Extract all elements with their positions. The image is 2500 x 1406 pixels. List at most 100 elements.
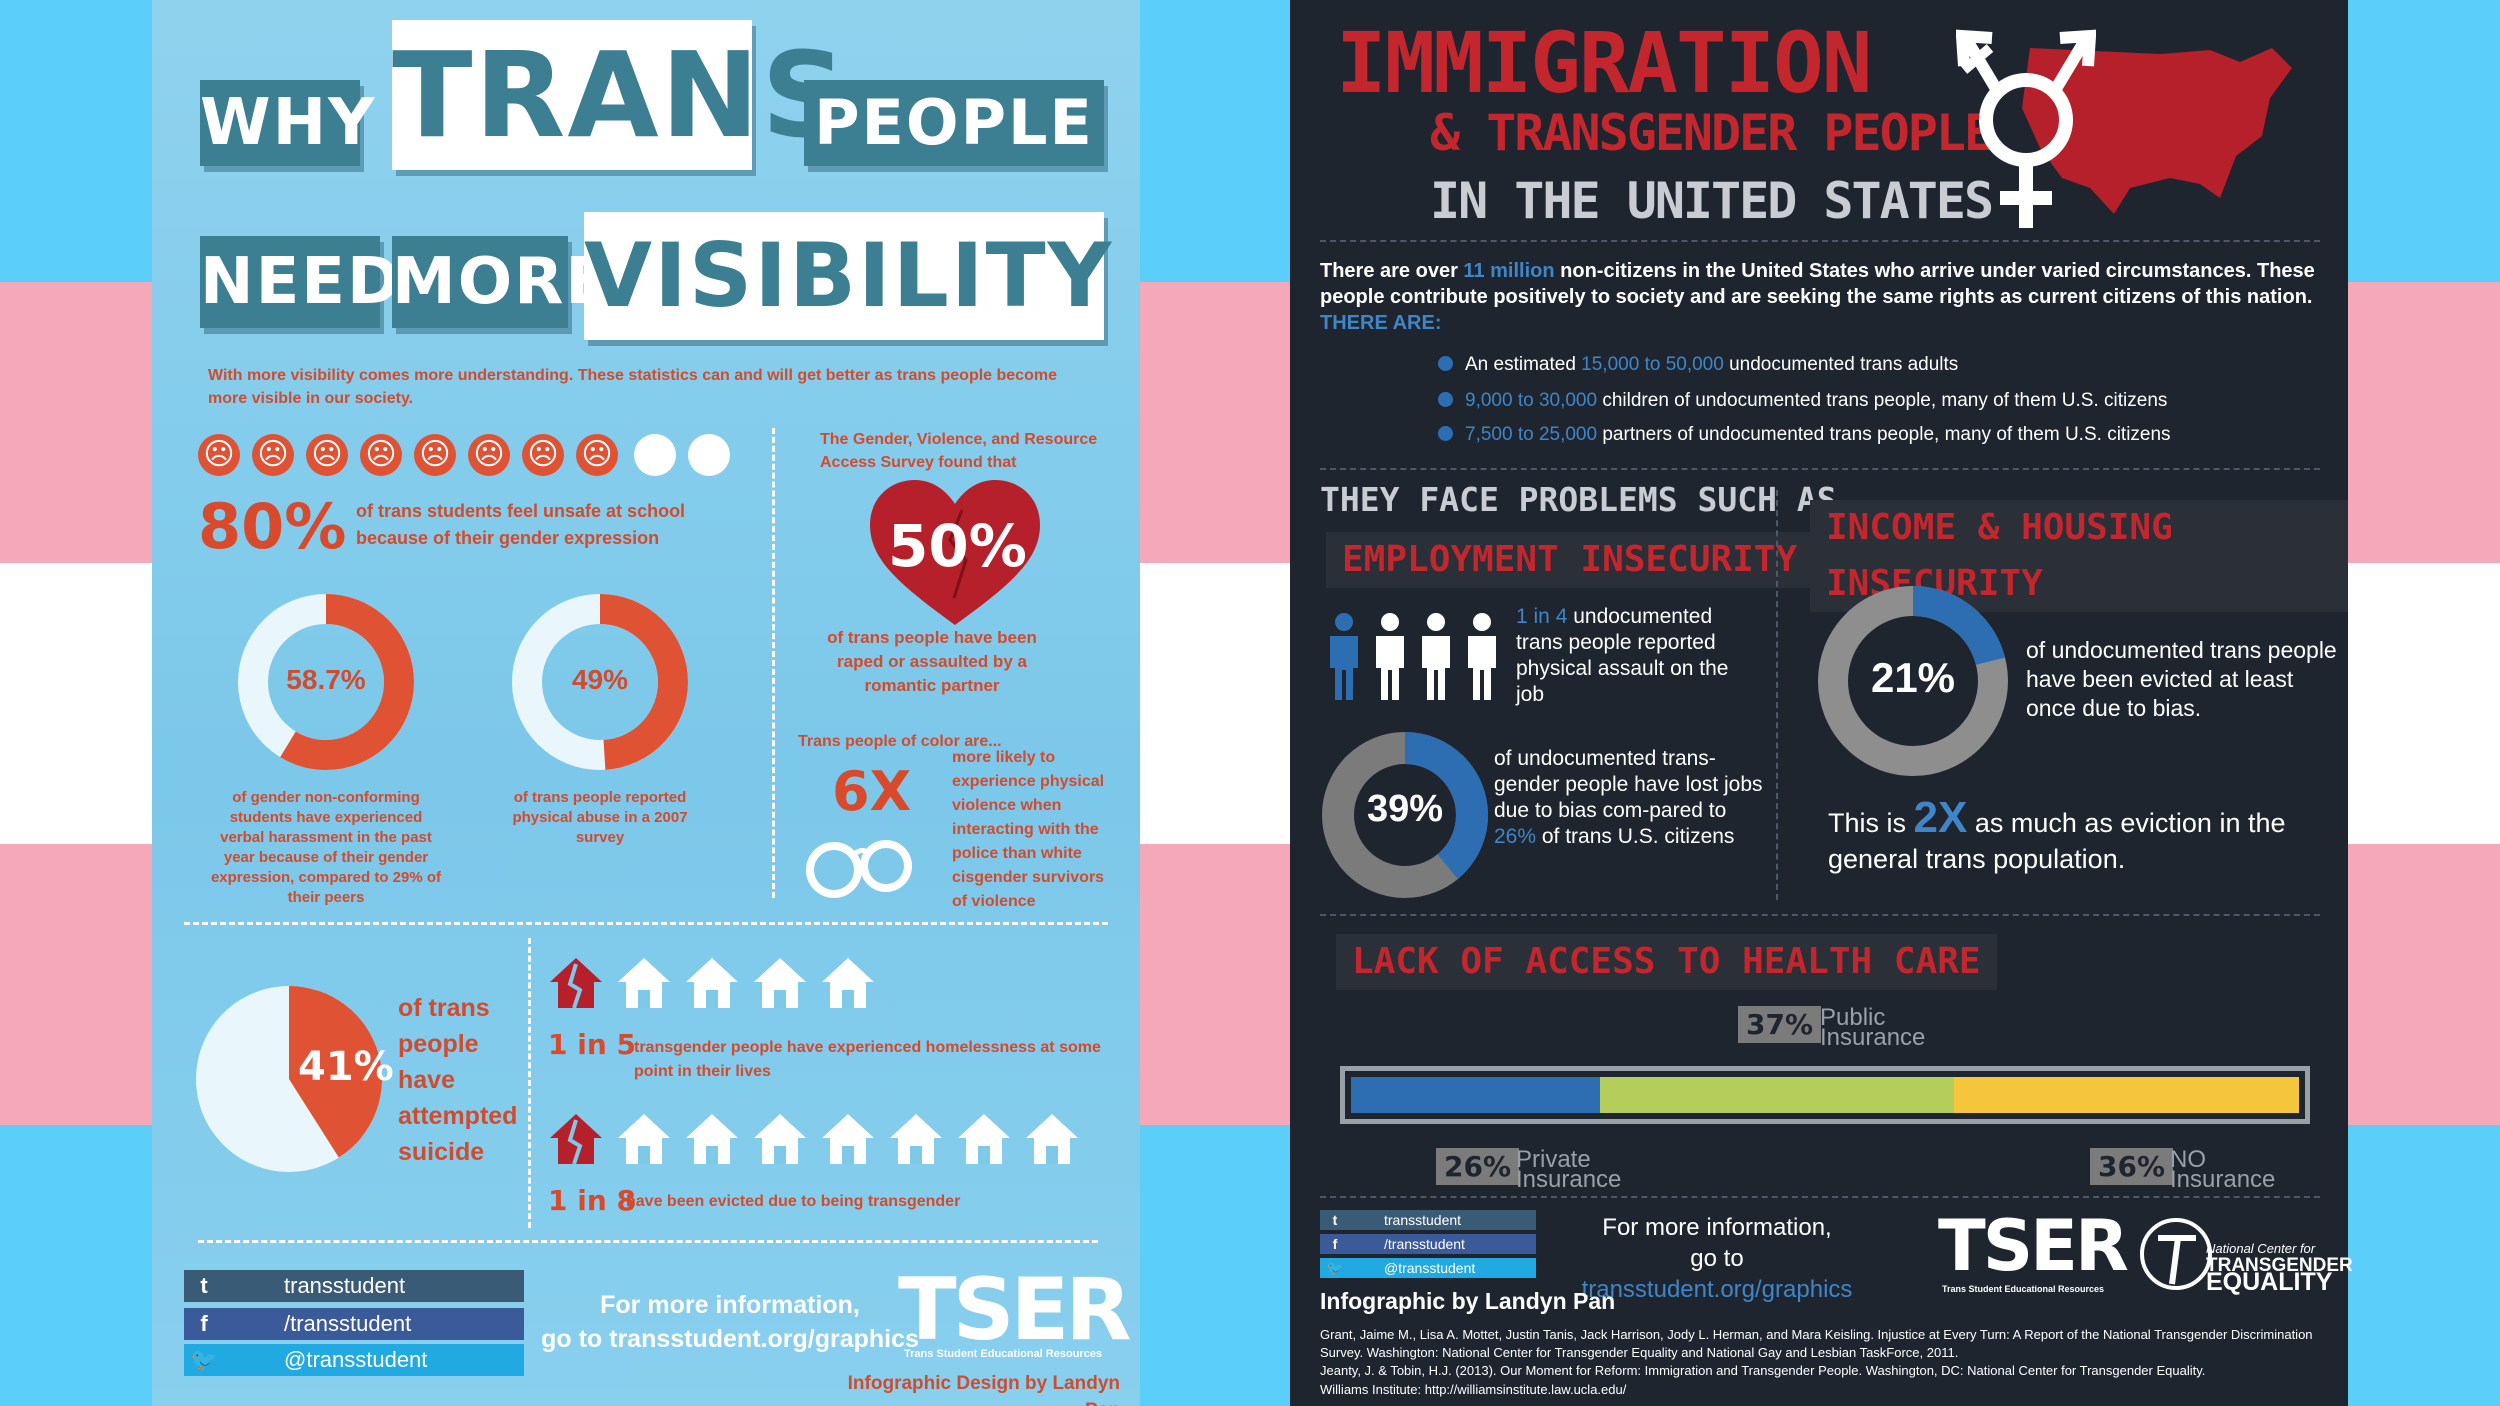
assault-ratio-text: 1 in 4 undocumented trans people reporte…	[1516, 604, 1756, 708]
house-icon	[822, 958, 874, 1008]
divider	[1320, 240, 2320, 242]
tumblr-icon: t	[1332, 1212, 1338, 1228]
immigration-intro: There are over 11 million non-citizens i…	[1320, 258, 2330, 336]
more-info-line1: For more information,	[1602, 1214, 1832, 1241]
facebook-icon: f	[1332, 1236, 1338, 1252]
facebook-link[interactable]: f/transstudent	[1320, 1234, 1536, 1254]
tser-logo: TSER	[1938, 1205, 2129, 1287]
public-insurance-label-line1: Public	[1820, 1004, 1886, 1031]
intro-part: non-citizens in the United States who ar…	[1320, 260, 2315, 308]
credit: Infographic Design by Landyn Pan	[847, 1373, 1120, 1406]
ncte-logo-icon	[2140, 1218, 2212, 1290]
intro-highlight: THERE ARE:	[1320, 312, 1442, 334]
broken-house-icon	[550, 1114, 602, 1165]
heart-icon	[870, 480, 1040, 625]
bullet-text: children of undocumented trans people, m…	[1597, 390, 2168, 411]
bullet-dot-icon	[1438, 356, 1453, 371]
facebook-handle: /transstudent	[1384, 1236, 1465, 1252]
divider	[198, 1240, 1098, 1243]
job-loss-highlight: 26%	[1494, 825, 1537, 848]
public-insurance-tag: 37%	[1738, 1006, 1822, 1043]
health-heading: LACK OF ACCESS TO HEALTH CARE	[1336, 934, 1997, 990]
sad-face-icon: ☹	[360, 434, 402, 476]
no-insurance-tag: 36%	[2090, 1148, 2174, 1185]
house-icon	[686, 1114, 738, 1164]
reference-2: Jeanty, J. & Tobin, H.J. (2013). Our Mom…	[1320, 1363, 2206, 1378]
subtitle-united-states: IN THE UNITED STATES	[1430, 172, 1994, 230]
house-icon	[618, 1114, 670, 1164]
tser-logo-subtitle: Trans Student Educational Resources	[1942, 1284, 2105, 1294]
police-text: more likely to experience physical viole…	[952, 749, 1105, 910]
credit: Infographic by Landyn Pan	[1320, 1288, 1616, 1314]
public-insurance-label-line2: Insurance	[1820, 1024, 1926, 1051]
bullet-dot-icon	[1438, 392, 1453, 407]
house-icon	[822, 1114, 874, 1164]
tumblr-handle: transstudent	[1384, 1212, 1462, 1228]
evicted-houses	[548, 1110, 1080, 1166]
private-insurance-label-line2: Insurance	[1516, 1166, 1622, 1193]
house-icon	[686, 958, 738, 1008]
bullet-text: partners of undocumented trans people, m…	[1597, 424, 2171, 445]
twitter-link[interactable]: 🐦 @transstudent	[1320, 1258, 1536, 1278]
tumblr-link[interactable]: t transstudent	[184, 1270, 524, 1302]
house-icon	[890, 1114, 942, 1164]
person-icon	[1376, 613, 1404, 700]
divider	[772, 428, 775, 898]
unsafe-percent: 80%	[198, 490, 347, 563]
insurance-stacked-bar	[1351, 1077, 2299, 1113]
person-icon-highlighted	[1330, 613, 1358, 700]
bullet-text: An estimated	[1465, 354, 1582, 375]
physical-abuse-donut-segment	[512, 594, 688, 770]
bullet-highlight: 15,000 to 50,000	[1581, 354, 1724, 375]
title-word-need: NEED	[200, 236, 400, 328]
ncte-line3: EQUALITY	[2206, 1268, 2333, 1296]
twitter-icon: 🐦	[190, 1347, 218, 1372]
divider	[1776, 490, 1778, 900]
immigration-title: IMMIGRATION	[1336, 14, 1872, 112]
suicide-pie-chart	[196, 986, 382, 1172]
police-intro: Trans people of color are...	[798, 733, 1002, 750]
tumblr-icon: t	[200, 1273, 208, 1298]
suicide-pie-slice	[289, 986, 382, 1158]
verbal-harassment-donut-segment	[238, 594, 414, 770]
more-info-line1: For more information,	[600, 1291, 860, 1319]
bullet-partners: 7,500 to 25,000 partners of undocumented…	[1438, 424, 2171, 446]
suicide-percent: 41%	[298, 1044, 394, 1090]
homeless-text: transgender people have experienced home…	[634, 1039, 1101, 1080]
divider	[1320, 914, 2320, 916]
title-word-why: WHY	[200, 80, 375, 166]
problems-heading: THEY FACE PROBLEMS SUCH AS...	[1320, 480, 1897, 519]
verbal-harassment-donut	[238, 594, 414, 770]
tumblr-link[interactable]: t transstudent	[1320, 1210, 1536, 1230]
divider	[1320, 468, 2320, 470]
ncte-line2: TRANSGENDER	[2206, 1255, 2353, 1276]
broken-house-icon	[550, 958, 602, 1009]
more-info: For more information, go to transstudent…	[1552, 1212, 1882, 1305]
reference-1: Grant, Jaime M., Lisa A. Mottet, Justin …	[1320, 1327, 2313, 1360]
house-icon	[958, 1114, 1010, 1164]
more-info-link[interactable]: transstudent.org/graphics	[1581, 1276, 1853, 1303]
sad-face-icon: ☹	[414, 434, 456, 476]
survey-percent: 50%	[888, 512, 1027, 580]
twitter-handle: @transstudent	[1384, 1260, 1476, 1276]
title-word-visibility: VISIBILITY	[584, 212, 1111, 340]
more-info-line2[interactable]: go to transstudent.org/graphics	[541, 1325, 919, 1353]
facebook-link[interactable]: f /transstudent	[184, 1308, 524, 1340]
bullet-children: 9,000 to 30,000 children of undocumented…	[1438, 390, 2167, 412]
sad-face-icon: ☹	[522, 434, 564, 476]
handcuffs-icon	[806, 840, 912, 898]
eviction-donut	[1818, 586, 2008, 776]
tser-logo-subtitle: Trans Student Educational Resources	[904, 1348, 1103, 1360]
compare-text: This is	[1828, 808, 1914, 838]
bullet-dot-icon	[1438, 426, 1453, 441]
no-insurance-label: NO Insurance	[2170, 1148, 2275, 1192]
eviction-value: 21%	[1870, 654, 1956, 701]
twitter-link[interactable]: 🐦 @transstudent	[184, 1344, 524, 1376]
immigration-infographic: IMMIGRATION & TRANSGENDER PEOPLE IN THE …	[1290, 0, 2353, 1406]
assault-text: undocumented trans people reported physi…	[1516, 605, 1729, 706]
twitter-icon: 🐦	[1326, 1260, 1344, 1276]
twitter-handle: @transstudent	[284, 1347, 428, 1372]
employment-heading: EMPLOYMENT INSECURITY	[1326, 532, 1814, 588]
private-insurance-label-line1: Private	[1516, 1146, 1591, 1173]
intro-text: With more visibility comes more understa…	[208, 367, 1057, 407]
